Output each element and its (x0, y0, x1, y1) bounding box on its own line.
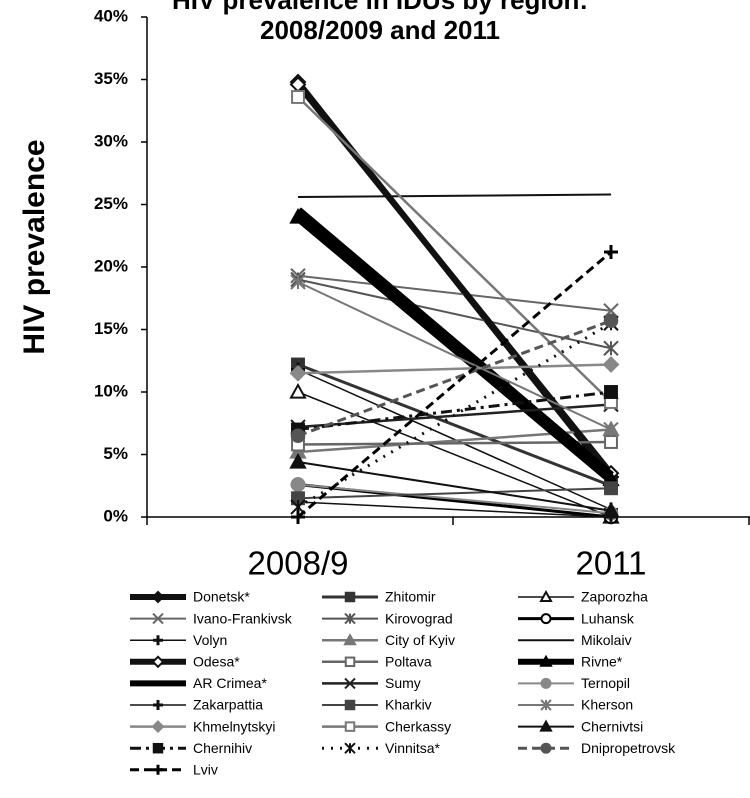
series-line (297, 390, 612, 431)
series-line (297, 487, 612, 500)
data-point (604, 481, 618, 496)
legend-label: Donetsk* (193, 589, 250, 605)
y-tick-label: 0% (103, 506, 128, 525)
legend-label: Poltava (385, 654, 432, 670)
series-line (297, 281, 612, 431)
legend-marker (151, 590, 165, 604)
y-tick-label: 25% (94, 194, 128, 213)
series-line (297, 278, 612, 350)
series-line (297, 501, 612, 518)
series-line (297, 391, 612, 518)
legend-label: Cherkassy (385, 718, 451, 734)
legend-label: Zakarpattia (193, 697, 263, 713)
y-tick-label: 35% (94, 69, 128, 88)
legend-label: Rivne* (581, 654, 623, 670)
series-line (297, 193, 612, 198)
legend-marker (539, 589, 553, 602)
data-point (603, 313, 619, 329)
data-point (604, 245, 618, 259)
legend-marker (344, 656, 356, 668)
legend-marker (540, 613, 552, 625)
legend-label: Vinnitsa* (385, 740, 441, 756)
series-line (297, 440, 612, 446)
series-line (297, 483, 612, 515)
series-line (297, 96, 612, 403)
legend-label: Ivano-Frankivsk (193, 610, 293, 626)
legend-marker (344, 591, 356, 603)
legend-marker (153, 635, 163, 646)
legend-marker (344, 721, 356, 732)
legend-label: Luhansk (581, 610, 635, 626)
legend-label: Zhitomir (385, 589, 436, 605)
y-tick-label: 30% (94, 131, 128, 150)
legend-label: Chernivtsi (581, 718, 643, 734)
chart-title: HIV prevalence in IDUs by region: (172, 0, 588, 15)
data-point (290, 274, 306, 290)
data-point (602, 356, 620, 373)
data-point (289, 364, 307, 382)
legend-label: City of Kyiv (385, 632, 455, 648)
legend-label: Dnipropetrovsk (581, 740, 676, 756)
legend-label: Volyn (193, 632, 227, 648)
legend-marker (344, 677, 356, 690)
series-line (297, 274, 612, 312)
legend-label: Khmelnytskyi (193, 718, 275, 734)
y-tick-label: 20% (94, 256, 128, 275)
y-tick-label: 15% (94, 319, 128, 338)
legend-label: Sumy (385, 675, 421, 691)
legend-marker (151, 720, 165, 734)
legend-label: Kherson (581, 697, 633, 713)
legend-marker (540, 742, 552, 754)
legend-marker (343, 633, 357, 646)
legend-marker (344, 612, 356, 625)
y-tick-label: 40% (94, 6, 128, 25)
data-point (603, 421, 619, 438)
legend-label: Kirovograd (385, 610, 453, 626)
series-line (295, 207, 614, 480)
legend-label: Zaporozha (581, 589, 648, 605)
series-line (297, 363, 612, 375)
data-point (291, 90, 305, 104)
legend-marker (344, 742, 356, 754)
legend-label: Kharkiv (385, 697, 432, 713)
legend-marker (151, 655, 165, 669)
legend-marker (539, 719, 553, 732)
data-point (290, 428, 306, 444)
legend-marker (152, 742, 164, 754)
data-point (604, 385, 618, 399)
legend-marker (539, 654, 553, 667)
legend-label: Ternopil (581, 675, 630, 691)
legend-label: Mikolaiv (581, 632, 632, 648)
y-tick-label: 5% (103, 444, 128, 463)
data-point (603, 340, 619, 356)
legend-label: Lviv (193, 762, 218, 778)
data-point (602, 501, 620, 518)
legend-marker (153, 700, 163, 710)
data-point (289, 382, 307, 399)
legend-label: Odesa* (193, 654, 240, 670)
y-axis-label: HIV prevalence (18, 139, 51, 354)
series-line (297, 363, 612, 488)
legend-label: Chernihiv (193, 740, 252, 756)
data-point (290, 477, 306, 492)
series-line (297, 461, 612, 512)
legend-marker (153, 764, 163, 775)
legend-marker (152, 612, 164, 625)
x-tick-label: 2011 (576, 545, 647, 582)
series-line (297, 321, 612, 509)
data-point (289, 452, 307, 469)
legend-label: AR Crimea* (193, 675, 267, 691)
legend-marker (344, 699, 356, 711)
y-tick-label: 10% (94, 381, 128, 400)
x-tick-label: 2008/9 (248, 545, 349, 582)
data-point (604, 435, 618, 449)
data-point (291, 510, 305, 524)
legend-marker (540, 677, 552, 689)
series-line (297, 250, 612, 519)
legend-marker (540, 699, 552, 711)
chart-title: 2008/2009 and 2011 (260, 15, 500, 45)
